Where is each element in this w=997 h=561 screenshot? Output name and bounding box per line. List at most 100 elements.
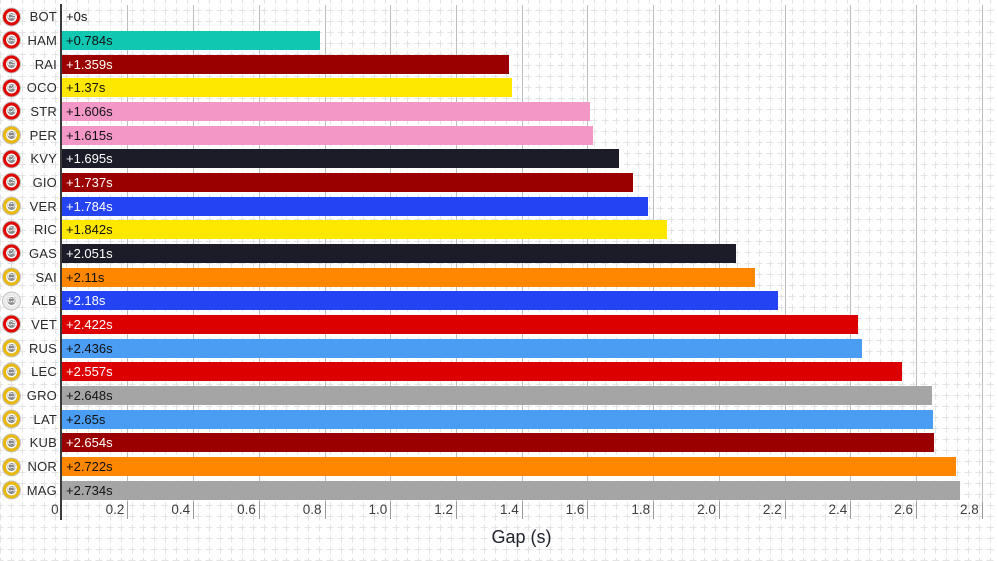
gap-bar bbox=[62, 291, 779, 311]
x-grid-line bbox=[981, 5, 983, 502]
x-tick-label: 2.8 bbox=[959, 502, 979, 517]
tyre-compound-icon: C4 bbox=[3, 221, 20, 239]
gap-bar bbox=[62, 172, 633, 192]
driver-row: C5 HAM +0.784s bbox=[0, 29, 997, 53]
driver-code: SAI bbox=[35, 269, 57, 285]
driver-row: C5 RAI +1.359s bbox=[0, 52, 997, 76]
gap-value-label: +2.648s bbox=[66, 388, 113, 403]
x-tick-mark bbox=[456, 502, 458, 519]
tyre-compound-icon: C5 bbox=[3, 315, 20, 333]
tyre-compound-icon: C3 bbox=[3, 363, 20, 381]
x-tick-mark bbox=[127, 502, 129, 519]
tyre-compound-icon: C3 bbox=[3, 481, 20, 499]
driver-code: BOT bbox=[29, 9, 57, 25]
driver-code: GRO bbox=[26, 388, 57, 403]
gap-bar bbox=[62, 362, 903, 382]
gap-value-label: +2.557s bbox=[66, 364, 113, 380]
x-tick-mark bbox=[521, 502, 523, 519]
driver-code: RUS bbox=[28, 340, 57, 356]
driver-code: STR bbox=[30, 103, 57, 119]
x-tick-mark bbox=[850, 502, 852, 519]
gap-bar bbox=[62, 409, 933, 429]
x-tick-label: 2.4 bbox=[828, 502, 848, 517]
gap-value-label: +1.784s bbox=[66, 198, 113, 214]
tyre-compound-icon: C4 bbox=[3, 79, 20, 97]
driver-row: C4 KVY +1.695s bbox=[0, 147, 997, 171]
driver-row: C4 OCO +1.37s bbox=[0, 76, 997, 100]
gap-value-label: +2.18s bbox=[66, 293, 106, 309]
driver-row: C5 VET +2.422s bbox=[0, 313, 997, 337]
x-tick-label: 2.0 bbox=[697, 502, 716, 517]
x-tick-label: 2.2 bbox=[762, 502, 782, 517]
gap-value-label: +2.722s bbox=[66, 459, 113, 474]
driver-code: VET bbox=[31, 316, 57, 332]
driver-row: C4 RIC +1.842s bbox=[0, 218, 997, 242]
driver-code: MAG bbox=[26, 482, 57, 498]
x-grid-line bbox=[784, 5, 786, 502]
driver-row: C3 NOR +2.722s bbox=[0, 455, 997, 479]
gap-value-label: +0s bbox=[66, 9, 88, 25]
gap-value-label: +1.737s bbox=[66, 174, 113, 190]
driver-row: C3 LEC +2.557s bbox=[0, 360, 997, 384]
driver-row: C3 MAG +2.734s bbox=[0, 478, 997, 502]
x-tick-mark bbox=[324, 502, 326, 519]
gap-bar bbox=[62, 314, 858, 334]
gap-value-label: +2.65s bbox=[66, 411, 106, 427]
gap-bar bbox=[62, 267, 756, 287]
x-tick-mark bbox=[258, 502, 260, 519]
gap-value-label: +1.37s bbox=[66, 80, 106, 96]
gap-bar bbox=[62, 480, 961, 500]
driver-row: C4 STR +1.606s bbox=[0, 100, 997, 124]
x-tick-label: 0.8 bbox=[302, 502, 322, 517]
x-tick-label: 0.4 bbox=[171, 502, 191, 517]
x-tick-label: 0.6 bbox=[237, 502, 256, 517]
driver-code: RIC bbox=[34, 222, 57, 238]
x-tick-mark bbox=[390, 502, 392, 519]
tyre-compound-icon: C5 bbox=[3, 55, 20, 73]
tyre-compound-icon: C4 bbox=[3, 244, 20, 262]
gap-bar bbox=[62, 243, 736, 263]
tyre-compound-icon: C3 bbox=[3, 387, 20, 404]
driver-row: C2 ALB +2.18s bbox=[0, 289, 997, 313]
driver-code: OCO bbox=[26, 80, 57, 96]
x-tick-mark bbox=[981, 502, 983, 519]
driver-code: LAT bbox=[33, 411, 57, 427]
gap-bar bbox=[62, 338, 863, 358]
tyre-compound-icon: C3 bbox=[3, 434, 20, 452]
tyre-compound-icon: C4 bbox=[3, 150, 20, 168]
tyre-compound-icon: C3 bbox=[3, 197, 20, 215]
gap-value-label: +2.654s bbox=[66, 435, 113, 451]
gap-bar bbox=[62, 125, 593, 145]
gap-value-label: +1.606s bbox=[66, 103, 113, 119]
driver-row: C3 VER +1.784s bbox=[0, 194, 997, 218]
tyre-compound-icon: C3 bbox=[3, 339, 20, 357]
driver-row: C5 GIO +1.737s bbox=[0, 171, 997, 195]
x-tick-mark bbox=[193, 502, 195, 519]
tyre-compound-icon: C5 bbox=[3, 31, 20, 49]
driver-code: KVY bbox=[30, 151, 57, 167]
x-tick-mark bbox=[916, 502, 918, 519]
driver-code: HAM bbox=[27, 32, 57, 48]
x-tick-mark bbox=[718, 502, 720, 519]
gap-value-label: +1.842s bbox=[66, 222, 113, 238]
gap-bar bbox=[62, 78, 513, 98]
driver-row: C4 GAS +2.051s bbox=[0, 242, 997, 266]
tyre-compound-icon: C3 bbox=[3, 126, 20, 144]
driver-code: ALB bbox=[31, 293, 57, 309]
x-tick-mark bbox=[587, 502, 589, 519]
gap-value-label: +2.11s bbox=[66, 269, 105, 285]
driver-code: VER bbox=[29, 198, 57, 214]
driver-row: C3 RUS +2.436s bbox=[0, 336, 997, 360]
driver-row: C5 BOT +0s bbox=[0, 5, 997, 29]
driver-row: C3 GRO +2.648s bbox=[0, 384, 997, 408]
gap-bar bbox=[62, 101, 590, 121]
driver-row: C3 LAT +2.65s bbox=[0, 407, 997, 431]
x-tick-mark bbox=[784, 502, 786, 519]
x-tick-label: 0.2 bbox=[105, 502, 125, 517]
driver-code: RAI bbox=[34, 56, 57, 72]
driver-code: LEC bbox=[31, 364, 57, 380]
x-tick-label: 1.8 bbox=[631, 502, 651, 517]
driver-row: C3 SAI +2.11s bbox=[0, 265, 997, 289]
x-tick-label: 0 bbox=[51, 502, 59, 517]
